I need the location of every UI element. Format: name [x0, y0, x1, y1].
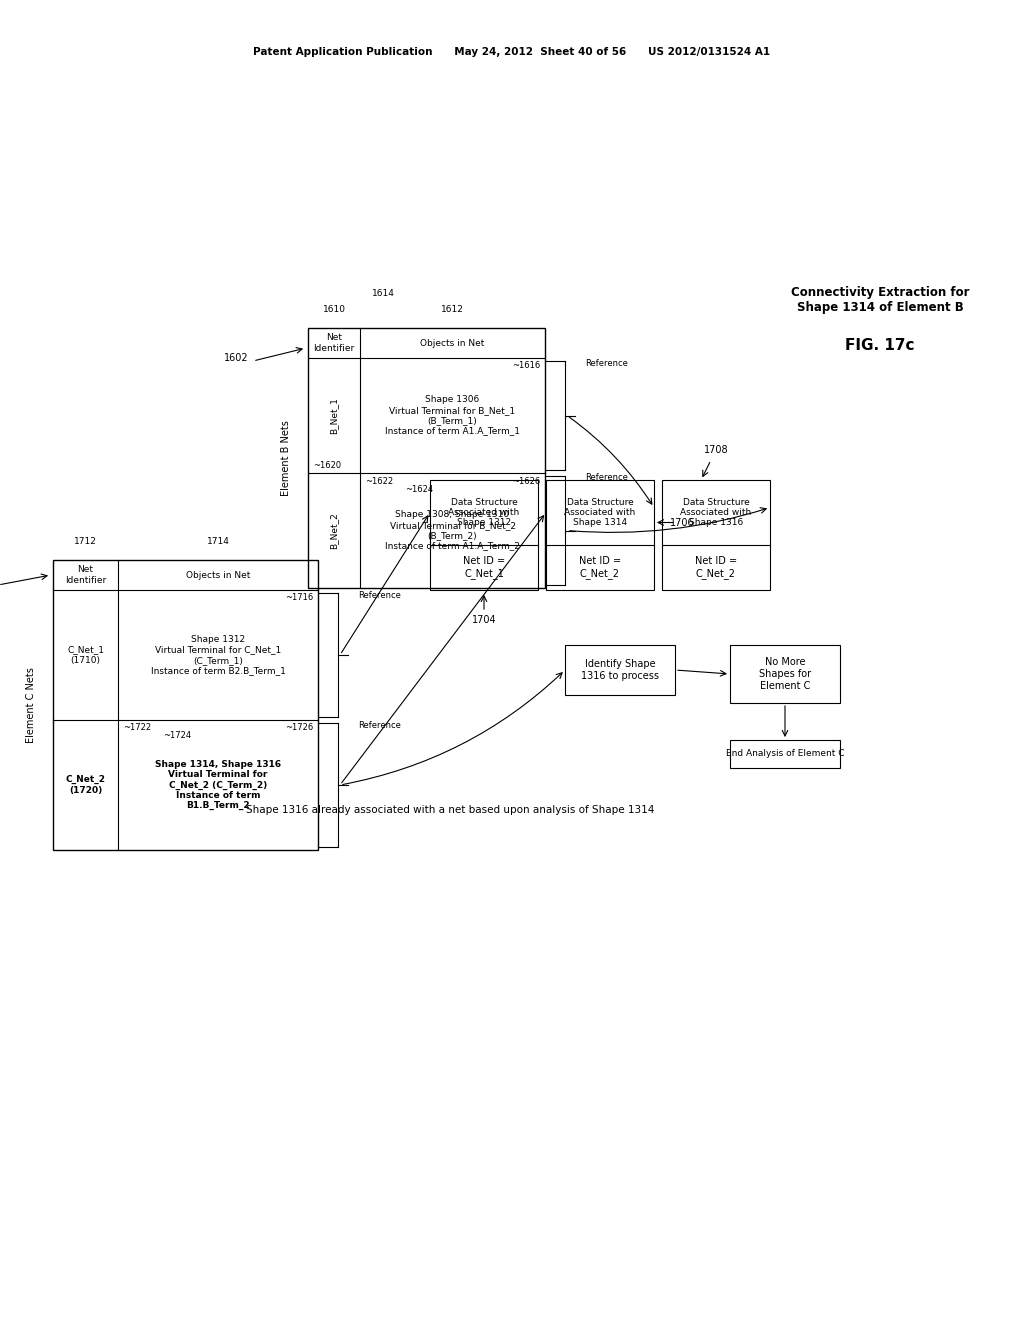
Text: Patent Application Publication      May 24, 2012  Sheet 40 of 56      US 2012/01: Patent Application Publication May 24, 2…: [253, 48, 771, 57]
Text: C_Net_1
(1710): C_Net_1 (1710): [67, 645, 104, 665]
Text: FIG. 17c: FIG. 17c: [845, 338, 914, 352]
Text: Element B Nets: Element B Nets: [281, 420, 291, 496]
Text: Reference: Reference: [585, 474, 628, 483]
Bar: [53, 560, 318, 850]
Text: Shape 1314, Shape 1316
Virtual Terminal for
C_Net_2 (C_Term_2)
Instance of term
: Shape 1314, Shape 1316 Virtual Terminal …: [155, 759, 281, 810]
Text: Shape 1312
Virtual Terminal for C_Net_1
(C_Term_1)
Instance of term B2.B_Term_1: Shape 1312 Virtual Terminal for C_Net_1 …: [151, 635, 286, 675]
Bar: [565, 645, 675, 696]
Text: 1612: 1612: [441, 305, 464, 314]
Text: Reference: Reference: [358, 721, 400, 730]
Text: Identify Shape
1316 to process: Identify Shape 1316 to process: [581, 659, 659, 681]
Text: 1614: 1614: [372, 289, 395, 297]
Text: 1714: 1714: [207, 537, 229, 546]
Text: ~1724: ~1724: [163, 731, 191, 741]
Bar: [662, 480, 770, 590]
Text: Shape 1306
Virtual Terminal for B_Net_1
(B_Term_1)
Instance of term A1.A_Term_1: Shape 1306 Virtual Terminal for B_Net_1 …: [385, 396, 520, 436]
Text: C_Net_2
(1720): C_Net_2 (1720): [66, 775, 105, 795]
Text: 1602: 1602: [223, 352, 248, 363]
Text: Net ID =
C_Net_2: Net ID = C_Net_2: [579, 556, 622, 578]
Text: Reference: Reference: [358, 590, 400, 599]
Text: 1712: 1712: [74, 537, 97, 546]
Text: Net ID =
C_Net_2: Net ID = C_Net_2: [695, 556, 737, 578]
Text: ~1616: ~1616: [512, 362, 540, 371]
Bar: [430, 480, 538, 590]
Text: No More
Shapes for
Element C: No More Shapes for Element C: [759, 657, 811, 690]
Text: Data Structure
Associated with
Shape 1314: Data Structure Associated with Shape 131…: [564, 498, 636, 528]
Text: 1708: 1708: [703, 445, 728, 455]
Text: Reference: Reference: [585, 359, 628, 367]
Text: Shape 1316 already associated with a net based upon analysis of Shape 1314: Shape 1316 already associated with a net…: [246, 805, 654, 814]
Text: 1704: 1704: [472, 615, 497, 624]
Text: 1610: 1610: [323, 305, 345, 314]
Text: Net
Identifier: Net Identifier: [65, 565, 106, 585]
Text: Data Structure
Associated with
Shape 1316: Data Structure Associated with Shape 131…: [680, 498, 752, 528]
Text: ~1624: ~1624: [406, 484, 433, 494]
Bar: [546, 480, 654, 590]
Text: ~1726: ~1726: [285, 723, 313, 733]
Text: 1706: 1706: [670, 517, 694, 528]
Bar: [730, 645, 840, 704]
Text: Element C Nets: Element C Nets: [26, 667, 36, 743]
Text: B_Net_2: B_Net_2: [330, 512, 339, 549]
Text: Objects in Net: Objects in Net: [420, 338, 484, 347]
Text: Net ID =
C_Net_1: Net ID = C_Net_1: [463, 556, 505, 578]
Text: ~1722: ~1722: [123, 723, 152, 733]
Text: Data Structure
Associated with
Shape 1312: Data Structure Associated with Shape 131…: [449, 498, 519, 528]
Text: B_Net_1: B_Net_1: [330, 397, 339, 434]
Bar: [730, 741, 840, 768]
Text: Net
Identifier: Net Identifier: [313, 333, 354, 352]
Text: Connectivity Extraction for
Shape 1314 of Element B: Connectivity Extraction for Shape 1314 o…: [791, 286, 970, 314]
Text: ~1626: ~1626: [512, 477, 540, 486]
Text: Shape 1308, Shape 1310
Virtual Terminal for B_Net_2
(B_Term_2)
Instance of term : Shape 1308, Shape 1310 Virtual Terminal …: [385, 511, 520, 550]
Bar: [308, 327, 545, 587]
Text: Objects in Net: Objects in Net: [185, 570, 250, 579]
Text: ~1620: ~1620: [313, 461, 341, 470]
Text: End Analysis of Element C: End Analysis of Element C: [726, 750, 844, 759]
Text: ~1716: ~1716: [285, 594, 313, 602]
Text: ~1622: ~1622: [365, 477, 393, 486]
